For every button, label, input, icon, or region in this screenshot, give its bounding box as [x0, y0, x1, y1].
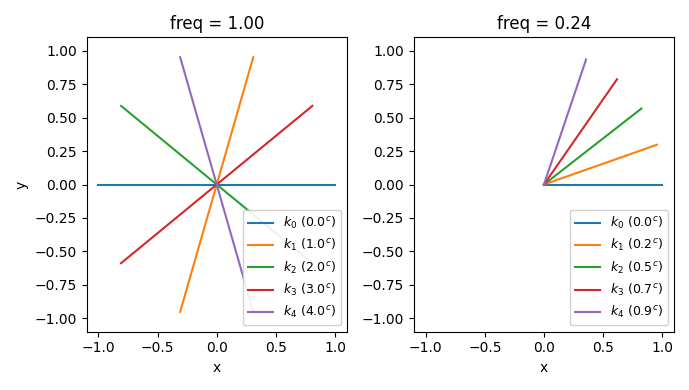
- Line: $k_1$ $(0.2^c)$: $k_1$ $(0.2^c)$: [544, 145, 657, 184]
- Title: freq = 0.24: freq = 0.24: [497, 15, 591, 33]
- $k_2$ $(2.0^c)$: [308, 261, 316, 266]
- Legend: $k_0$ $(0.0^c)$, $k_1$ $(0.2^c)$, $k_2$ $(0.5^c)$, $k_3$ $(0.7^c)$, $k_4$ $(0.9^: $k_0$ $(0.0^c)$, $k_1$ $(0.2^c)$, $k_2$ …: [570, 210, 668, 326]
- $k_2$ $(0.5^c)$: [637, 106, 646, 111]
- $k_2$ $(2.0^c)$: [117, 103, 125, 108]
- X-axis label: x: x: [539, 361, 548, 375]
- $k_0$ $(0.0^c)$: [658, 182, 666, 187]
- Line: $k_2$ $(0.5^c)$: $k_2$ $(0.5^c)$: [544, 109, 641, 184]
- $k_4$ $(0.9^c)$: [539, 182, 548, 187]
- $k_3$ $(0.7^c)$: [539, 182, 548, 187]
- X-axis label: x: x: [213, 361, 221, 375]
- Line: $k_3$ $(0.7^c)$: $k_3$ $(0.7^c)$: [544, 79, 617, 184]
- $k_2$ $(0.5^c)$: [539, 182, 548, 187]
- $k_1$ $(0.2^c)$: [652, 142, 661, 147]
- $k_4$ $(0.9^c)$: [582, 57, 590, 62]
- $k_3$ $(3.0^c)$: [308, 103, 316, 108]
- $k_3$ $(3.0^c)$: [117, 261, 125, 266]
- Line: $k_4$ $(0.9^c)$: $k_4$ $(0.9^c)$: [544, 60, 586, 184]
- Line: $k_2$ $(2.0^c)$: $k_2$ $(2.0^c)$: [121, 106, 312, 263]
- Line: $k_3$ $(3.0^c)$: $k_3$ $(3.0^c)$: [121, 106, 312, 263]
- $k_1$ $(0.2^c)$: [539, 182, 548, 187]
- $k_3$ $(0.7^c)$: [613, 77, 621, 82]
- Y-axis label: y: y: [15, 181, 29, 189]
- $k_0$ $(0.0^c)$: [539, 182, 548, 187]
- Title: freq = 1.00: freq = 1.00: [169, 15, 264, 33]
- Legend: $k_0$ $(0.0^c)$, $k_1$ $(1.0^c)$, $k_2$ $(2.0^c)$, $k_3$ $(3.0^c)$, $k_4$ $(4.0^: $k_0$ $(0.0^c)$, $k_1$ $(1.0^c)$, $k_2$ …: [243, 210, 340, 326]
